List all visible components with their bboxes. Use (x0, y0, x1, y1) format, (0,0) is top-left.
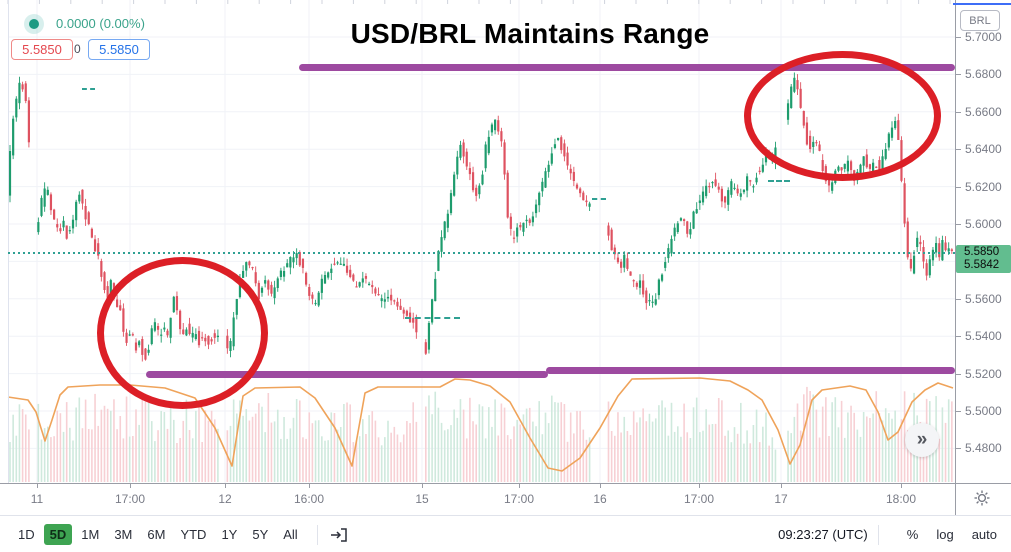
price-axis-label: 5.7000 (965, 30, 1002, 44)
clock-label: 09:23:27 (UTC) (778, 527, 868, 542)
time-tick (130, 484, 131, 488)
range-button-5y[interactable]: 5Y (252, 527, 269, 542)
time-axis-label: 18:00 (885, 492, 917, 506)
support-trendline-right (546, 367, 955, 374)
price-axis-label: 5.5600 (965, 291, 1002, 306)
spread-value: 0 (74, 42, 81, 56)
prev-close-dashed-line (405, 317, 460, 319)
range-buttons: 1D 5D 1M 3M 6M YTD 1Y 5Y All (0, 524, 307, 545)
current-price-badge: 5.5850 5.5842 (956, 245, 1011, 273)
bottom-toolbar: 1D 5D 1M 3M 6M YTD 1Y 5Y All 09:23:27 (UTC) % lo… (0, 515, 1011, 552)
time-axis-label: 12 (218, 492, 232, 506)
time-tick (37, 484, 38, 488)
prev-close-dashed-line (768, 180, 790, 182)
currency-badge: BRL (960, 10, 1000, 31)
log-scale-button[interactable]: log (936, 527, 954, 542)
price-tick (956, 224, 961, 225)
chart-pane[interactable]: USD/BRL Maintains Range 0.0000 (0.00%) 5… (0, 0, 955, 483)
price-axis-label: 5.5000 (965, 404, 1002, 418)
auto-scale-button[interactable]: auto (971, 527, 997, 542)
current-price-dotted-line (8, 252, 955, 254)
annotation-ellipse-low (97, 257, 268, 409)
change-text: 0.0000 (0.00%) (56, 16, 145, 31)
time-tick (422, 484, 423, 488)
prev-close-dashed-line (82, 88, 95, 90)
time-axis-label: 17:00 (114, 492, 146, 506)
go-to-date-icon[interactable] (328, 524, 350, 546)
range-button-ytd[interactable]: YTD (180, 527, 207, 542)
time-axis-label: 17:00 (683, 492, 715, 506)
current-price-label: 5.5850 (964, 246, 1000, 258)
scroll-to-recent-icon[interactable]: » (905, 423, 939, 457)
price-axis-label: 5.6200 (965, 179, 1002, 194)
range-button-1d[interactable]: 1D (18, 527, 35, 542)
time-tick (225, 484, 226, 488)
price-axis-label: 5.6600 (965, 104, 1002, 119)
support-trendline-left (146, 371, 548, 378)
time-axis-label: 16 (593, 492, 607, 506)
price-tick (956, 373, 961, 375)
price-axis-label: 5.4800 (965, 441, 1002, 456)
range-button-5d[interactable]: 5D (43, 524, 73, 545)
time-tick (309, 484, 310, 488)
ask-button[interactable]: 5.5850 (88, 39, 150, 60)
time-tick (901, 484, 902, 488)
price-axis-label: 5.6800 (965, 67, 1002, 82)
toolbar-divider (877, 524, 879, 545)
time-tick (781, 484, 782, 488)
time-axis-label: 16:00 (293, 492, 325, 506)
range-button-1y[interactable]: 1Y (221, 527, 238, 542)
price-tick (956, 149, 961, 151)
price-axis-label: 5.6000 (965, 217, 1002, 231)
prev-close-dashed-line (592, 198, 606, 200)
price-tick (956, 298, 961, 300)
time-axis-label: 15 (415, 492, 429, 506)
price-axis-label: 5.5200 (965, 366, 1002, 381)
time-tick (600, 484, 601, 488)
range-button-3m[interactable]: 3M (114, 527, 133, 542)
toolbar-right-group: 09:23:27 (UTC) % log auto (778, 516, 1011, 552)
resistance-trendline (299, 64, 955, 71)
toolbar-divider (316, 524, 318, 545)
bid-button[interactable]: 5.5850 (11, 39, 73, 60)
time-tick (519, 484, 520, 488)
range-button-6m[interactable]: 6M (147, 527, 166, 542)
price-axis[interactable]: 5.7000 5.6800 5.6600 5.6400 5.6200 5.6000 5.56… (955, 0, 1011, 483)
price-axis-label: 5.6400 (965, 142, 1002, 157)
axis-corner-separator (955, 483, 956, 515)
chart-title: USD/BRL Maintains Range (350, 18, 710, 49)
time-axis[interactable]: 11 17:00 12 16:00 15 17:00 16 17:00 17 18:00 (0, 483, 1011, 516)
price-axis-label: 5.5400 (965, 329, 1002, 344)
axis-settings-gear-icon[interactable] (973, 489, 991, 507)
top-accent-line (953, 3, 1011, 5)
indicator-price-label: 5.5842 (964, 259, 1000, 271)
price-tick (956, 448, 961, 450)
annotation-ellipse-high (744, 51, 941, 181)
price-tick (956, 186, 961, 188)
percent-scale-button[interactable]: % (906, 527, 919, 542)
pane-left-border (8, 0, 9, 483)
status-dot-icon (29, 19, 39, 29)
price-tick (956, 37, 961, 38)
price-tick (956, 411, 961, 412)
range-button-all[interactable]: All (283, 527, 298, 542)
time-tick (699, 484, 700, 488)
price-tick (956, 336, 961, 338)
price-tick (956, 74, 961, 76)
time-axis-label: 17 (774, 492, 788, 506)
range-button-1m[interactable]: 1M (81, 527, 100, 542)
time-axis-label: 11 (30, 492, 44, 506)
price-tick (956, 111, 961, 113)
time-axis-label: 17:00 (503, 492, 535, 506)
